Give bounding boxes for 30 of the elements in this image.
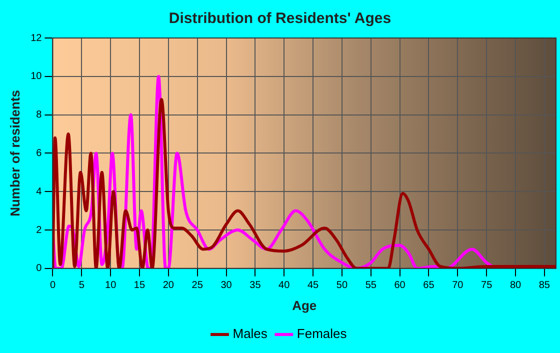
chart-title: Distribution of Residents' Ages xyxy=(168,10,392,28)
y-tick-label: 12 xyxy=(30,32,42,44)
x-tick-label: 25 xyxy=(192,280,204,292)
x-tick-label: 55 xyxy=(365,280,377,292)
x-tick-label: 65 xyxy=(423,280,435,292)
y-tick-label: 6 xyxy=(36,148,42,159)
y-tick-label: 4 xyxy=(36,186,42,198)
x-tick-label: 45 xyxy=(307,280,320,292)
x-tick-label: 40 xyxy=(278,280,290,292)
x-tick-label: 30 xyxy=(220,280,232,292)
x-tick-label: 75 xyxy=(481,280,493,292)
x-tick-label: 80 xyxy=(510,280,522,292)
x-axis-title: Age xyxy=(292,298,317,313)
y-tick-label: 10 xyxy=(30,71,42,82)
x-tick-label: 70 xyxy=(452,280,464,292)
x-tick-label: 10 xyxy=(105,280,117,292)
x-tick-label: 50 xyxy=(336,280,348,292)
x-tick-label: 35 xyxy=(250,280,262,292)
y-tick-label: 2 xyxy=(36,224,42,236)
y-tick-label: 8 xyxy=(36,110,42,121)
legend-label: Males xyxy=(232,326,268,342)
x-tick-label: 60 xyxy=(394,280,406,292)
x-tick-label: 5 xyxy=(78,280,85,292)
x-tick-label: 85 xyxy=(538,280,550,292)
y-axis-title: Number of residents xyxy=(7,90,22,216)
x-tick-label: 20 xyxy=(162,280,174,292)
x-tick-label: 0 xyxy=(50,280,56,292)
legend-label: Females xyxy=(296,326,348,342)
x-tick-label: 15 xyxy=(134,280,146,292)
y-tick-label: 0 xyxy=(36,263,42,274)
